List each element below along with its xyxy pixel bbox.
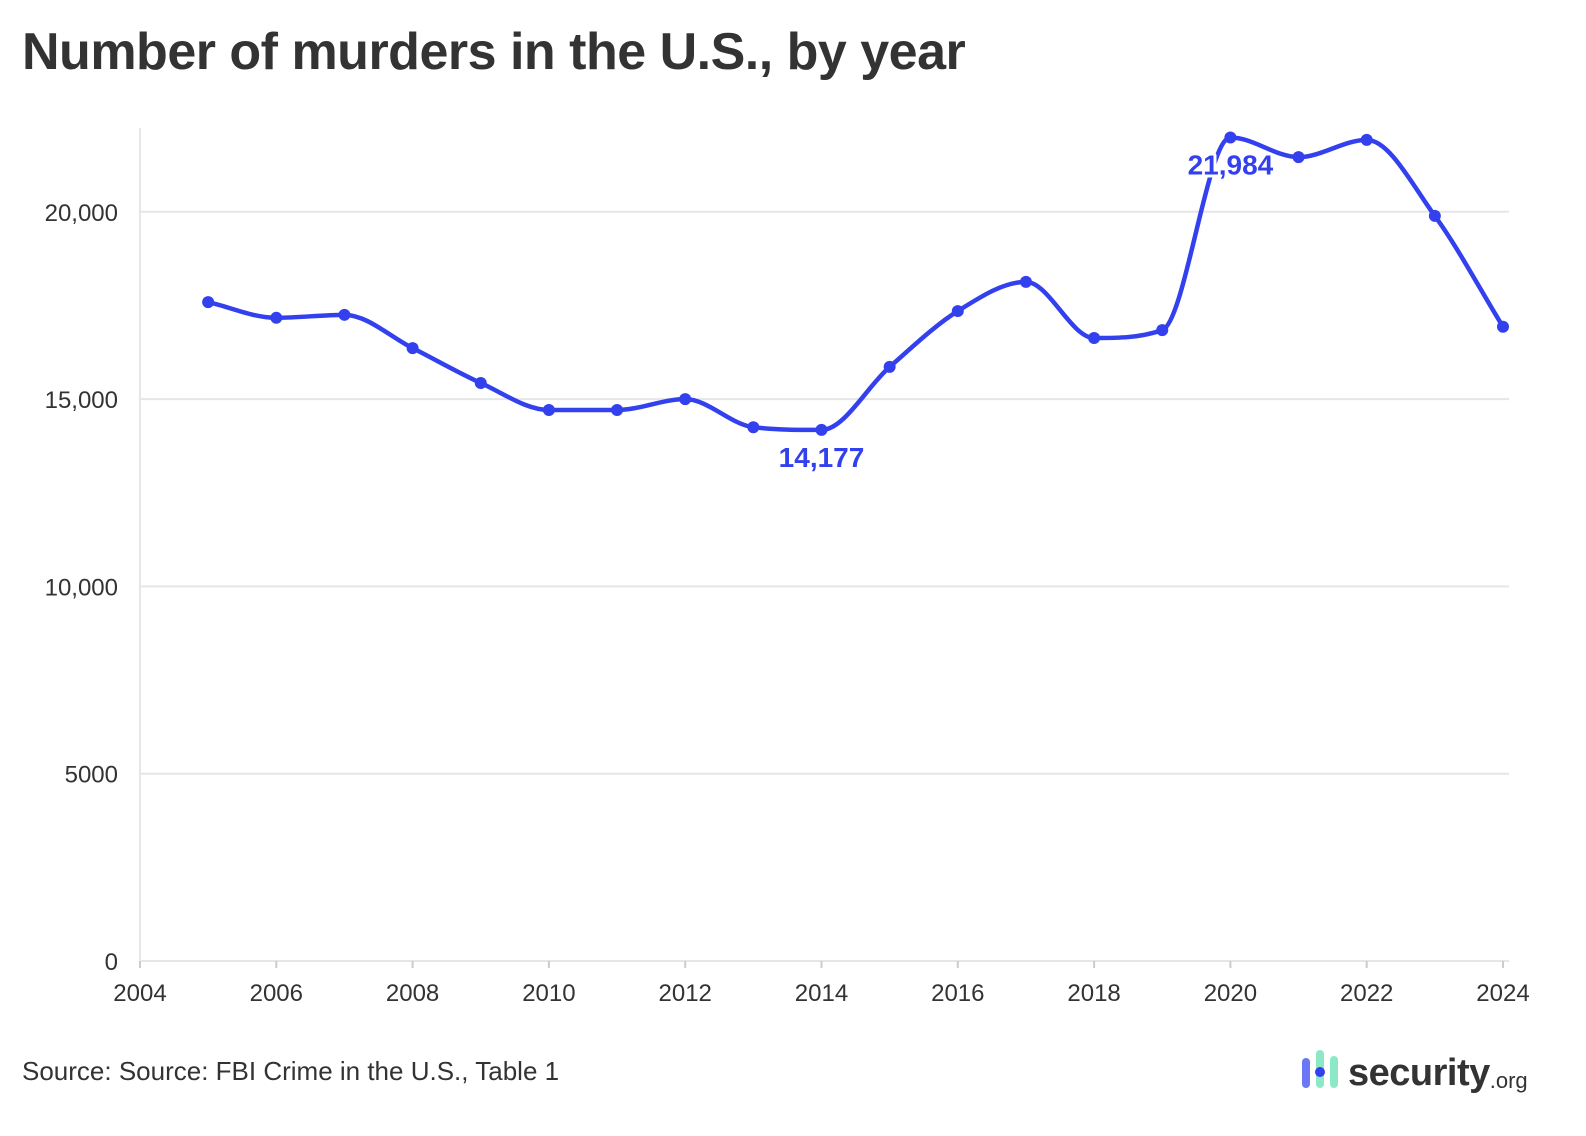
data-label: 21,984	[1188, 149, 1274, 180]
x-tick-label: 2010	[522, 980, 575, 1007]
y-tick-label: 15,000	[45, 387, 118, 414]
gridlines	[140, 210, 1509, 775]
y-tick-label: 0	[105, 949, 118, 976]
data-point	[1428, 209, 1441, 222]
source-note: Source: Source: FBI Crime in the U.S., T…	[22, 1056, 560, 1086]
data-point	[611, 403, 624, 416]
data-point	[679, 393, 692, 406]
data-point	[883, 360, 896, 373]
data-point	[747, 421, 760, 434]
data-point	[1360, 133, 1373, 146]
line-chart: 0 5000 10,000 15,000 20,000 2004 2006 2008 2010 2…	[45, 128, 1530, 1007]
x-tick-label: 2022	[1340, 980, 1393, 1007]
data-point	[1292, 151, 1305, 164]
data-point	[406, 342, 419, 355]
x-tick-label: 2006	[250, 980, 303, 1007]
data-point	[338, 308, 351, 321]
data-point	[951, 305, 964, 318]
data-labels: 14,177 21,984	[776, 146, 1277, 475]
logo-word: security	[1348, 1052, 1490, 1094]
security-org-logo: security .org	[1300, 1048, 1528, 1092]
x-tick-label: 2020	[1204, 980, 1257, 1007]
logo-bars-icon	[1302, 1050, 1338, 1088]
data-point	[1019, 275, 1032, 288]
data-point	[474, 376, 487, 389]
y-tick-label: 10,000	[45, 574, 118, 601]
series-line-path	[207, 135, 1505, 433]
x-tick-label: 2014	[795, 980, 848, 1007]
data-point	[202, 296, 215, 309]
data-point	[1088, 332, 1101, 345]
x-tick-label: 2012	[659, 980, 712, 1007]
x-tick-label: 2024	[1476, 980, 1529, 1007]
data-point	[1224, 131, 1237, 144]
logo-tld: .org	[1489, 1068, 1528, 1093]
chart-title: Number of murders in the U.S., by year	[22, 23, 966, 81]
data-label: 14,177	[779, 442, 865, 473]
series-line	[207, 135, 1505, 433]
y-tick-label: 20,000	[45, 200, 118, 227]
data-points	[202, 131, 1509, 436]
data-point	[815, 423, 828, 436]
x-tick-label: 2018	[1067, 980, 1120, 1007]
data-point	[1156, 324, 1169, 337]
x-tick-label: 2004	[113, 980, 166, 1007]
data-point	[270, 311, 283, 324]
data-point	[1497, 320, 1509, 333]
y-tick-label: 5000	[65, 762, 118, 789]
x-tick-label: 2016	[931, 980, 984, 1007]
x-tick-label: 2008	[386, 980, 439, 1007]
data-point	[542, 403, 555, 416]
axes: 0 5000 10,000 15,000 20,000 2004 2006 2008 2010 2…	[45, 128, 1530, 1007]
